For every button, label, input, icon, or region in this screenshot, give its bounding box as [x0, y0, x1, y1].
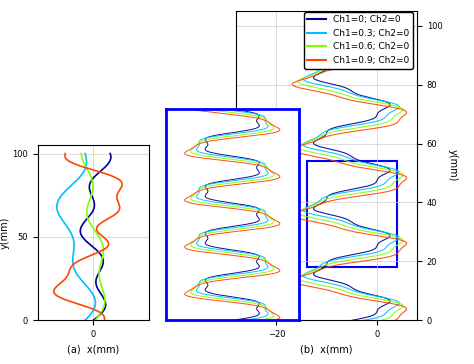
- Bar: [307, 161, 397, 267]
- Y-axis label: y(mm): y(mm): [448, 150, 458, 182]
- X-axis label: (a)  x(mm): (a) x(mm): [67, 345, 119, 355]
- X-axis label: (b)  x(mm): (b) x(mm): [301, 345, 353, 355]
- Y-axis label: y(mm): y(mm): [0, 217, 9, 249]
- Legend: Ch1=0; Ch2=0, Ch1=0.3; Ch2=0, Ch1=0.6; Ch2=0, Ch1=0.9; Ch2=0: Ch1=0; Ch2=0, Ch1=0.3; Ch2=0, Ch1=0.6; C…: [304, 12, 412, 68]
